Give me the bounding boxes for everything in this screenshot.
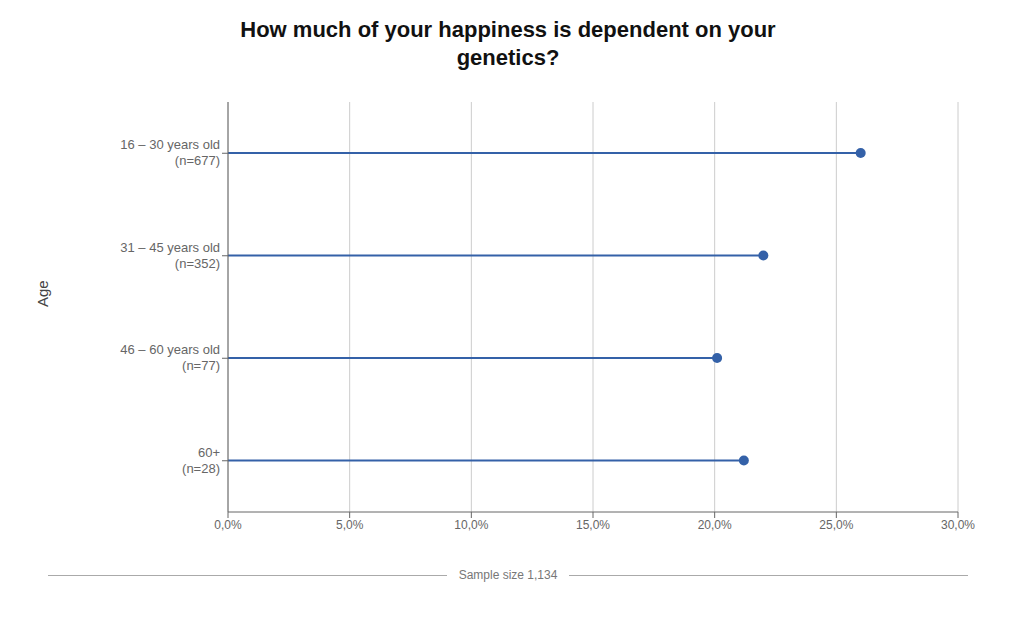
svg-text:10,0%: 10,0%	[454, 518, 488, 532]
svg-text:5,0%: 5,0%	[336, 518, 364, 532]
svg-text:20,0%: 20,0%	[698, 518, 732, 532]
svg-text:60+(n=28): 60+(n=28)	[182, 445, 220, 476]
svg-text:31 – 45 years old(n=352): 31 – 45 years old(n=352)	[120, 240, 220, 271]
svg-text:16 – 30 years old(n=677): 16 – 30 years old(n=677)	[120, 137, 220, 168]
svg-text:25,0%: 25,0%	[819, 518, 853, 532]
svg-text:0,0%: 0,0%	[214, 518, 242, 532]
svg-text:30,0%: 30,0%	[941, 518, 975, 532]
html-text:How much of your happiness is: How much of your happiness is dependent …	[240, 17, 776, 70]
svg-text:15,0%: 15,0%	[576, 518, 610, 532]
svg-text:Age: Age	[34, 280, 51, 307]
html-text:Sample size 1,134: Sample size 1,134	[458, 568, 558, 582]
svg-text:46 – 60 years old(n=77): 46 – 60 years old(n=77)	[120, 342, 220, 373]
